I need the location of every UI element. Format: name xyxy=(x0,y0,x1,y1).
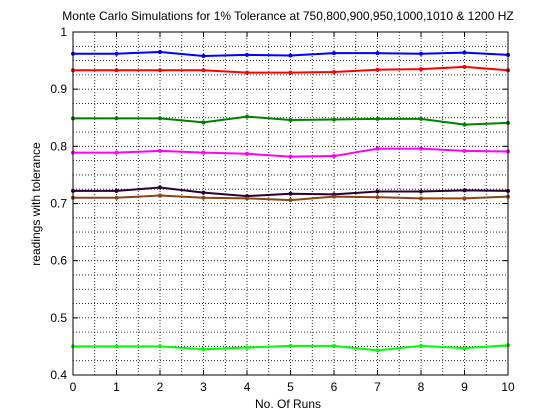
data-point xyxy=(114,68,119,73)
data-point xyxy=(245,70,249,75)
data-point xyxy=(375,195,380,200)
data-point xyxy=(288,198,293,203)
y-axis-label: readings with tolerance xyxy=(29,142,43,266)
data-point xyxy=(375,116,380,121)
data-point xyxy=(332,117,336,122)
data-point xyxy=(288,53,293,58)
data-point xyxy=(375,189,380,194)
data-point xyxy=(332,154,336,159)
x-tick-label: 5 xyxy=(287,380,294,394)
data-point xyxy=(462,50,467,55)
series-6 xyxy=(71,193,510,203)
data-point xyxy=(201,120,206,125)
data-point xyxy=(114,116,119,121)
x-axis-label: No. Of Runs xyxy=(255,397,321,411)
axis-ticks: 0 1 2 3 4 5 6 7 8 9 10 0.4 0.5 0.6 0.7 0.8 0.9 1 xyxy=(50,25,515,394)
data-point xyxy=(158,50,162,55)
data-point xyxy=(245,345,249,350)
data-point xyxy=(288,154,293,159)
y-tick-label: 0.9 xyxy=(50,82,67,96)
data-point xyxy=(332,343,336,348)
data-point xyxy=(158,193,162,198)
x-tick-label: 2 xyxy=(157,380,164,394)
x-tick-label: 9 xyxy=(461,380,468,394)
data-point xyxy=(419,343,423,348)
x-tick-label: 10 xyxy=(501,380,515,394)
data-point xyxy=(158,68,162,73)
data-point xyxy=(462,196,467,201)
data-point xyxy=(245,114,249,119)
data-point xyxy=(462,64,467,69)
grid xyxy=(73,32,508,375)
data-point xyxy=(419,196,423,201)
data-point xyxy=(332,51,336,56)
data-point xyxy=(462,346,467,351)
data-point xyxy=(114,195,119,200)
data-point xyxy=(375,67,380,72)
data-point xyxy=(201,347,206,352)
series-2 xyxy=(71,64,510,75)
y-tick-label: 0.4 xyxy=(50,368,67,382)
chart-title: Monte Carlo Simulations for 1% Tolerance… xyxy=(62,9,513,23)
data-point xyxy=(201,195,206,200)
x-tick-label: 8 xyxy=(418,380,425,394)
data-point xyxy=(114,344,119,349)
data-point xyxy=(114,150,119,155)
data-point xyxy=(158,116,162,121)
x-tick-label: 1 xyxy=(113,380,120,394)
data-point xyxy=(375,348,380,353)
data-point xyxy=(201,190,206,195)
data-point xyxy=(201,54,206,59)
data-point xyxy=(332,70,336,75)
data-point xyxy=(462,188,467,193)
series-1 xyxy=(71,50,510,59)
y-tick-label: 0.5 xyxy=(50,311,67,325)
data-point xyxy=(114,51,119,56)
data-point xyxy=(288,343,293,348)
data-point xyxy=(419,67,423,72)
series-group xyxy=(71,50,510,353)
data-point xyxy=(332,194,336,199)
data-point xyxy=(288,70,293,75)
series-3 xyxy=(71,114,510,127)
data-point xyxy=(419,51,423,56)
x-tick-label: 0 xyxy=(70,380,77,394)
data-point xyxy=(419,146,423,151)
data-point xyxy=(245,151,249,156)
data-point xyxy=(375,146,380,151)
data-point xyxy=(158,344,162,349)
data-point xyxy=(288,191,293,196)
data-point xyxy=(158,148,162,153)
data-point xyxy=(114,188,119,193)
data-point xyxy=(462,122,467,127)
x-tick-label: 6 xyxy=(331,380,338,394)
data-point xyxy=(419,189,423,194)
data-point xyxy=(245,196,249,201)
y-tick-label: 0.8 xyxy=(50,139,67,153)
x-tick-label: 3 xyxy=(200,380,207,394)
y-tick-label: 0.7 xyxy=(50,197,67,211)
x-tick-label: 7 xyxy=(374,380,381,394)
series-7 xyxy=(71,343,510,353)
data-point xyxy=(201,150,206,155)
data-point xyxy=(375,51,380,56)
data-point xyxy=(419,116,423,121)
data-point xyxy=(462,148,467,153)
data-point xyxy=(158,185,162,190)
data-point xyxy=(245,52,249,57)
series-4 xyxy=(71,146,510,159)
y-tick-label: 0.6 xyxy=(50,254,67,268)
y-tick-label: 1 xyxy=(60,25,67,39)
x-tick-label: 4 xyxy=(244,380,251,394)
data-point xyxy=(201,68,206,73)
data-point xyxy=(288,118,293,123)
